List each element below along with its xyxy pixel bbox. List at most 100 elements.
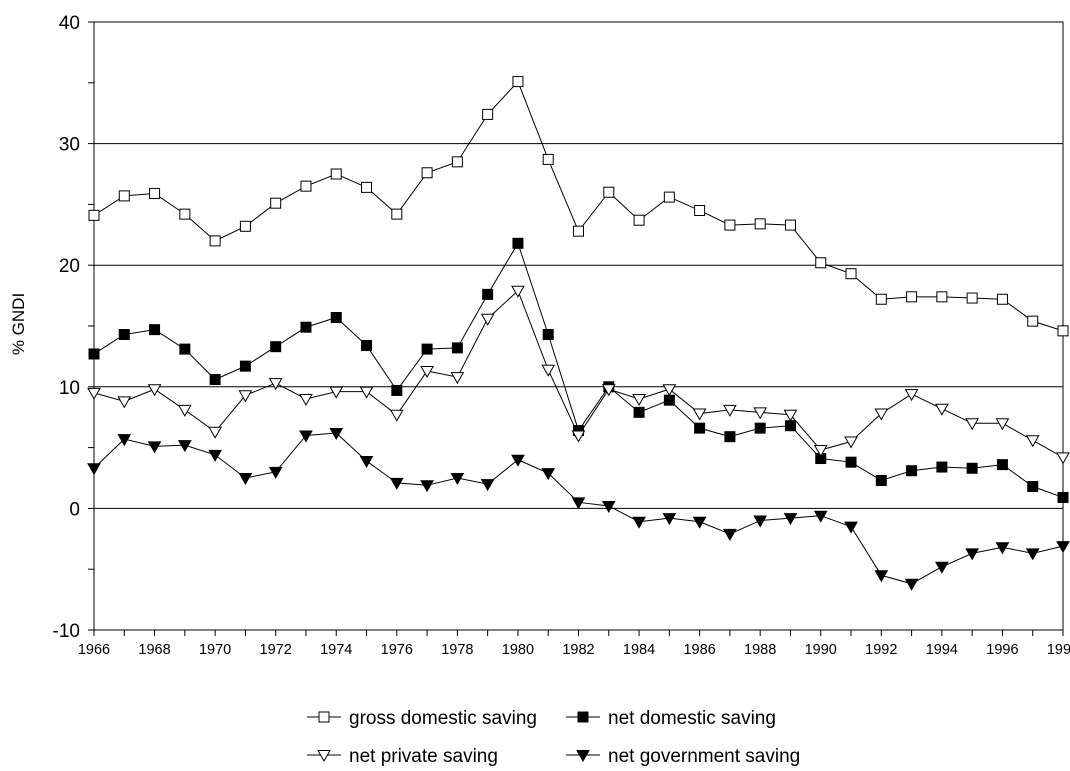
data-point — [753, 407, 768, 420]
data-point — [784, 219, 796, 231]
data-point — [421, 343, 433, 355]
y-tick-label: 40 — [59, 13, 80, 34]
data-point — [936, 291, 948, 303]
data-point — [844, 436, 858, 449]
data-point — [87, 387, 101, 400]
data-point — [179, 343, 191, 355]
legend-marker — [318, 711, 330, 723]
legend: gross domestic saving net domestic saving… — [307, 708, 800, 767]
data-point — [723, 404, 737, 417]
legend-label: net domestic saving — [608, 708, 776, 729]
data-point — [239, 360, 251, 372]
data-point — [1027, 315, 1039, 327]
data-point — [512, 237, 524, 249]
data-point — [147, 384, 162, 397]
x-tick-label: 1992 — [865, 642, 897, 658]
data-point — [359, 386, 374, 399]
x-tick-label: 1998 — [1047, 642, 1070, 658]
legend-label: gross domestic saving — [349, 708, 537, 729]
data-point — [875, 293, 887, 305]
data-point — [754, 218, 766, 230]
legend-item: net domestic saving — [566, 708, 776, 729]
y-tick-label: 30 — [59, 135, 80, 156]
data-point — [783, 409, 798, 422]
data-point — [995, 542, 1010, 555]
x-tick-label: 1970 — [199, 642, 231, 658]
data-point — [451, 156, 463, 168]
data-point — [663, 191, 675, 203]
data-point — [268, 378, 283, 391]
data-point — [359, 455, 374, 468]
data-point — [633, 214, 645, 226]
data-point — [88, 348, 100, 360]
data-point — [603, 186, 615, 198]
data-point — [361, 181, 373, 193]
data-point — [845, 456, 857, 468]
data-point — [1027, 481, 1039, 493]
data-point — [238, 473, 253, 486]
data-point — [541, 364, 556, 377]
data-point — [694, 204, 706, 216]
data-point — [694, 422, 706, 434]
data-point — [420, 480, 434, 493]
data-point — [632, 516, 646, 529]
data-point — [299, 393, 313, 406]
x-tick-label: 1968 — [138, 642, 170, 658]
data-point — [936, 461, 948, 473]
legend-item: gross domestic saving — [307, 708, 537, 729]
data-point — [662, 384, 677, 397]
series-line — [93, 80, 1064, 332]
data-point — [88, 209, 100, 221]
data-point — [601, 384, 616, 397]
data-point — [692, 516, 707, 529]
data-point — [208, 426, 222, 439]
series-group — [87, 285, 1070, 465]
data-point — [995, 418, 1010, 431]
x-tick-label: 1978 — [441, 642, 473, 658]
data-point — [209, 235, 221, 247]
data-point — [965, 548, 980, 561]
data-point — [754, 422, 766, 434]
data-point — [542, 329, 554, 341]
data-point — [209, 374, 221, 386]
data-point — [692, 408, 707, 421]
data-point — [996, 459, 1008, 471]
data-point — [118, 329, 130, 341]
data-point — [361, 339, 373, 351]
x-tick-label: 1972 — [260, 642, 292, 658]
data-point — [480, 313, 495, 326]
data-point — [177, 440, 192, 453]
x-tick-label: 1982 — [562, 642, 594, 658]
data-point — [330, 168, 342, 180]
data-point — [270, 341, 282, 353]
data-point — [904, 389, 919, 402]
data-point — [389, 409, 404, 422]
data-point — [389, 477, 404, 490]
data-point — [450, 372, 465, 385]
data-point — [783, 513, 798, 526]
data-point — [573, 225, 584, 237]
data-point — [996, 293, 1008, 305]
data-point — [420, 365, 434, 378]
series-group — [88, 76, 1069, 337]
legend-label: net private saving — [349, 746, 498, 767]
data-point — [542, 153, 554, 165]
data-point — [724, 219, 736, 231]
data-point — [450, 473, 465, 486]
data-point — [966, 462, 978, 474]
data-point — [330, 311, 342, 323]
legend-item: net private saving — [307, 746, 498, 767]
data-point — [813, 445, 828, 458]
data-point — [512, 76, 524, 88]
data-point — [147, 441, 162, 454]
data-point — [844, 521, 858, 534]
x-tick-label: 1976 — [381, 642, 413, 658]
data-point — [571, 497, 586, 510]
data-point — [391, 208, 403, 220]
data-point — [208, 449, 222, 462]
x-tick-label: 1974 — [320, 642, 352, 658]
data-point — [601, 500, 616, 513]
x-tick-label: 1990 — [805, 642, 837, 658]
y-tick-label: 10 — [59, 378, 80, 399]
data-point — [906, 465, 918, 477]
